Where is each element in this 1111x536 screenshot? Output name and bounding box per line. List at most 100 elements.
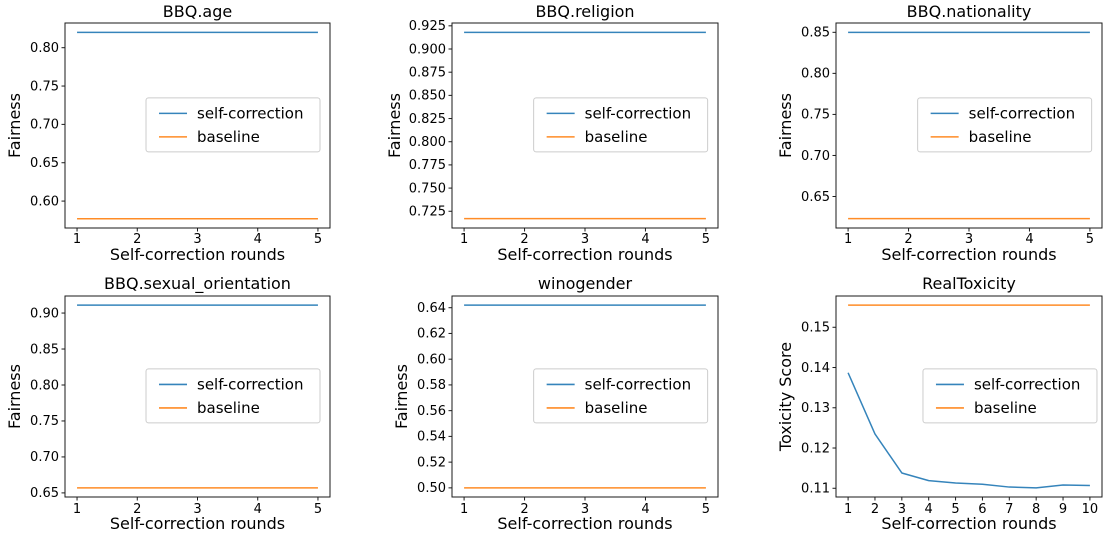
- legend-label-baseline: baseline: [197, 399, 260, 417]
- y-tick-label: 0.60: [417, 352, 446, 367]
- y-tick-label: 0.62: [417, 327, 446, 342]
- legend-box: [533, 368, 709, 424]
- legend-label-self-correction: self-correction: [585, 376, 691, 394]
- chart-title: BBQ.nationality: [907, 2, 1032, 21]
- y-tick-label: 0.65: [30, 486, 59, 501]
- x-tick-label: 1: [844, 502, 852, 517]
- legend-label-baseline: baseline: [197, 128, 260, 146]
- y-axis-label: Fairness: [776, 93, 795, 158]
- x-tick-label: 3: [581, 502, 589, 517]
- legend-label-self-correction: self-correction: [197, 376, 303, 394]
- y-tick-label: 0.70: [801, 149, 830, 164]
- legend-label-self-correction: self-correction: [974, 376, 1080, 394]
- x-axis-label: Self-correction rounds: [497, 245, 672, 264]
- legend-label-baseline: baseline: [969, 128, 1032, 146]
- x-axis-label: Self-correction rounds: [497, 514, 672, 533]
- y-tick-label: 0.56: [417, 404, 446, 419]
- x-axis-label: Self-correction rounds: [110, 245, 285, 264]
- x-tick-label: 8: [1032, 502, 1040, 517]
- chart-title: BBQ.religion: [535, 2, 634, 21]
- x-tick-label: 3: [193, 502, 201, 517]
- y-tick-label: 0.775: [409, 158, 446, 173]
- y-tick-label: 0.12: [801, 441, 830, 456]
- y-axis-label: Fairness: [5, 364, 24, 429]
- x-tick-label: 10: [1082, 502, 1099, 517]
- y-tick-label: 0.64: [417, 301, 446, 316]
- legend: self-correction baseline: [922, 368, 1098, 424]
- x-tick-label: 3: [898, 502, 906, 517]
- legend-label-baseline: baseline: [974, 399, 1037, 417]
- y-axis-label: Fairness: [5, 93, 24, 158]
- y-tick-label: 0.725: [409, 205, 446, 220]
- chart-title: BBQ.sexual_orientation: [104, 274, 291, 294]
- x-tick-label: 4: [925, 502, 933, 517]
- y-tick-label: 0.850: [409, 89, 446, 104]
- y-tick-label: 0.14: [801, 361, 830, 376]
- x-tick-label: 5: [314, 232, 322, 247]
- series-line-self-correction: [847, 372, 1090, 489]
- x-tick-label: 4: [641, 502, 649, 517]
- x-tick-label: 7: [1005, 502, 1013, 517]
- legend-label-self-correction: self-correction: [585, 105, 691, 123]
- legend: self-correction baseline: [145, 97, 321, 153]
- legend-box: [145, 368, 321, 424]
- y-axis-label: Fairness: [385, 93, 404, 158]
- x-tick-label: 4: [641, 232, 649, 247]
- subplot-bbq-sexual-orientation: BBQ.sexual_orientation 0.65 0.70 0.75 0.80 0.…: [5, 274, 331, 533]
- y-tick-label: 0.80: [30, 41, 59, 56]
- x-tick-label: 3: [965, 232, 973, 247]
- subplot-bbq-religion: BBQ.religion 0.725 0.750 0.775 0.800 0.825 0.8…: [385, 2, 719, 264]
- x-tick-label: 5: [314, 502, 322, 517]
- y-tick-label: 0.75: [801, 108, 830, 123]
- y-tick-label: 0.925: [409, 19, 446, 34]
- plot-area-border: [835, 295, 1103, 498]
- y-axis-label: Toxicity Score: [776, 342, 795, 452]
- x-tick-label: 2: [133, 502, 141, 517]
- y-tick-label: 0.85: [30, 342, 59, 357]
- x-tick-label: 4: [254, 502, 262, 517]
- chart-title: BBQ.age: [163, 2, 232, 21]
- y-tick-label: 0.90: [30, 306, 59, 321]
- legend: self-correction baseline: [533, 97, 709, 153]
- y-tick-label: 0.70: [30, 118, 59, 133]
- x-tick-label: 6: [978, 502, 986, 517]
- y-tick-label: 0.80: [801, 67, 830, 82]
- y-tick-label: 0.65: [801, 190, 830, 205]
- x-tick-label: 5: [951, 502, 959, 517]
- y-tick-label: 0.75: [30, 414, 59, 429]
- y-tick-label: 0.60: [30, 194, 59, 209]
- x-tick-label: 1: [844, 232, 852, 247]
- x-tick-label: 1: [460, 232, 468, 247]
- x-tick-label: 1: [73, 502, 81, 517]
- y-tick-label: 0.54: [417, 430, 446, 445]
- y-tick-label: 0.52: [417, 455, 446, 470]
- legend: self-correction baseline: [917, 97, 1093, 153]
- x-tick-label: 5: [702, 232, 710, 247]
- y-tick-label: 0.75: [30, 79, 59, 94]
- y-tick-label: 0.65: [30, 156, 59, 171]
- x-tick-label: 1: [73, 232, 81, 247]
- legend-label-self-correction: self-correction: [969, 105, 1075, 123]
- y-tick-label: 0.50: [417, 481, 446, 496]
- y-tick-label: 0.825: [409, 112, 446, 127]
- x-tick-label: 9: [1059, 502, 1067, 517]
- x-tick-label: 5: [702, 502, 710, 517]
- x-tick-label: 2: [520, 232, 528, 247]
- x-axis-label: Self-correction rounds: [110, 514, 285, 533]
- y-tick-label: 0.80: [30, 378, 59, 393]
- y-tick-label: 0.875: [409, 65, 446, 80]
- legend-label-self-correction: self-correction: [197, 105, 303, 123]
- y-tick-label: 0.58: [417, 378, 446, 393]
- subplot-bbq-age: BBQ.age 0.60 0.65 0.70 0.75 0.80 1 2 3 4 5 Self-cor…: [5, 2, 331, 264]
- x-tick-label: 3: [581, 232, 589, 247]
- y-tick-label: 0.800: [409, 135, 446, 150]
- y-tick-label: 0.13: [801, 401, 830, 416]
- subplot-realtoxicity: RealToxicity 0.11 0.12 0.13 0.14 0.15 1 2 3 4 5 6 7 8…: [776, 274, 1103, 533]
- legend: self-correction baseline: [145, 368, 321, 424]
- x-tick-label: 4: [1025, 232, 1033, 247]
- y-tick-label: 0.900: [409, 42, 446, 57]
- x-axis-label: Self-correction rounds: [881, 245, 1056, 264]
- subplot-winogender: winogender 0.50 0.52 0.54 0.56 0.58 0.60 0.62 0.…: [392, 274, 719, 533]
- x-axis-label: Self-correction rounds: [881, 514, 1056, 533]
